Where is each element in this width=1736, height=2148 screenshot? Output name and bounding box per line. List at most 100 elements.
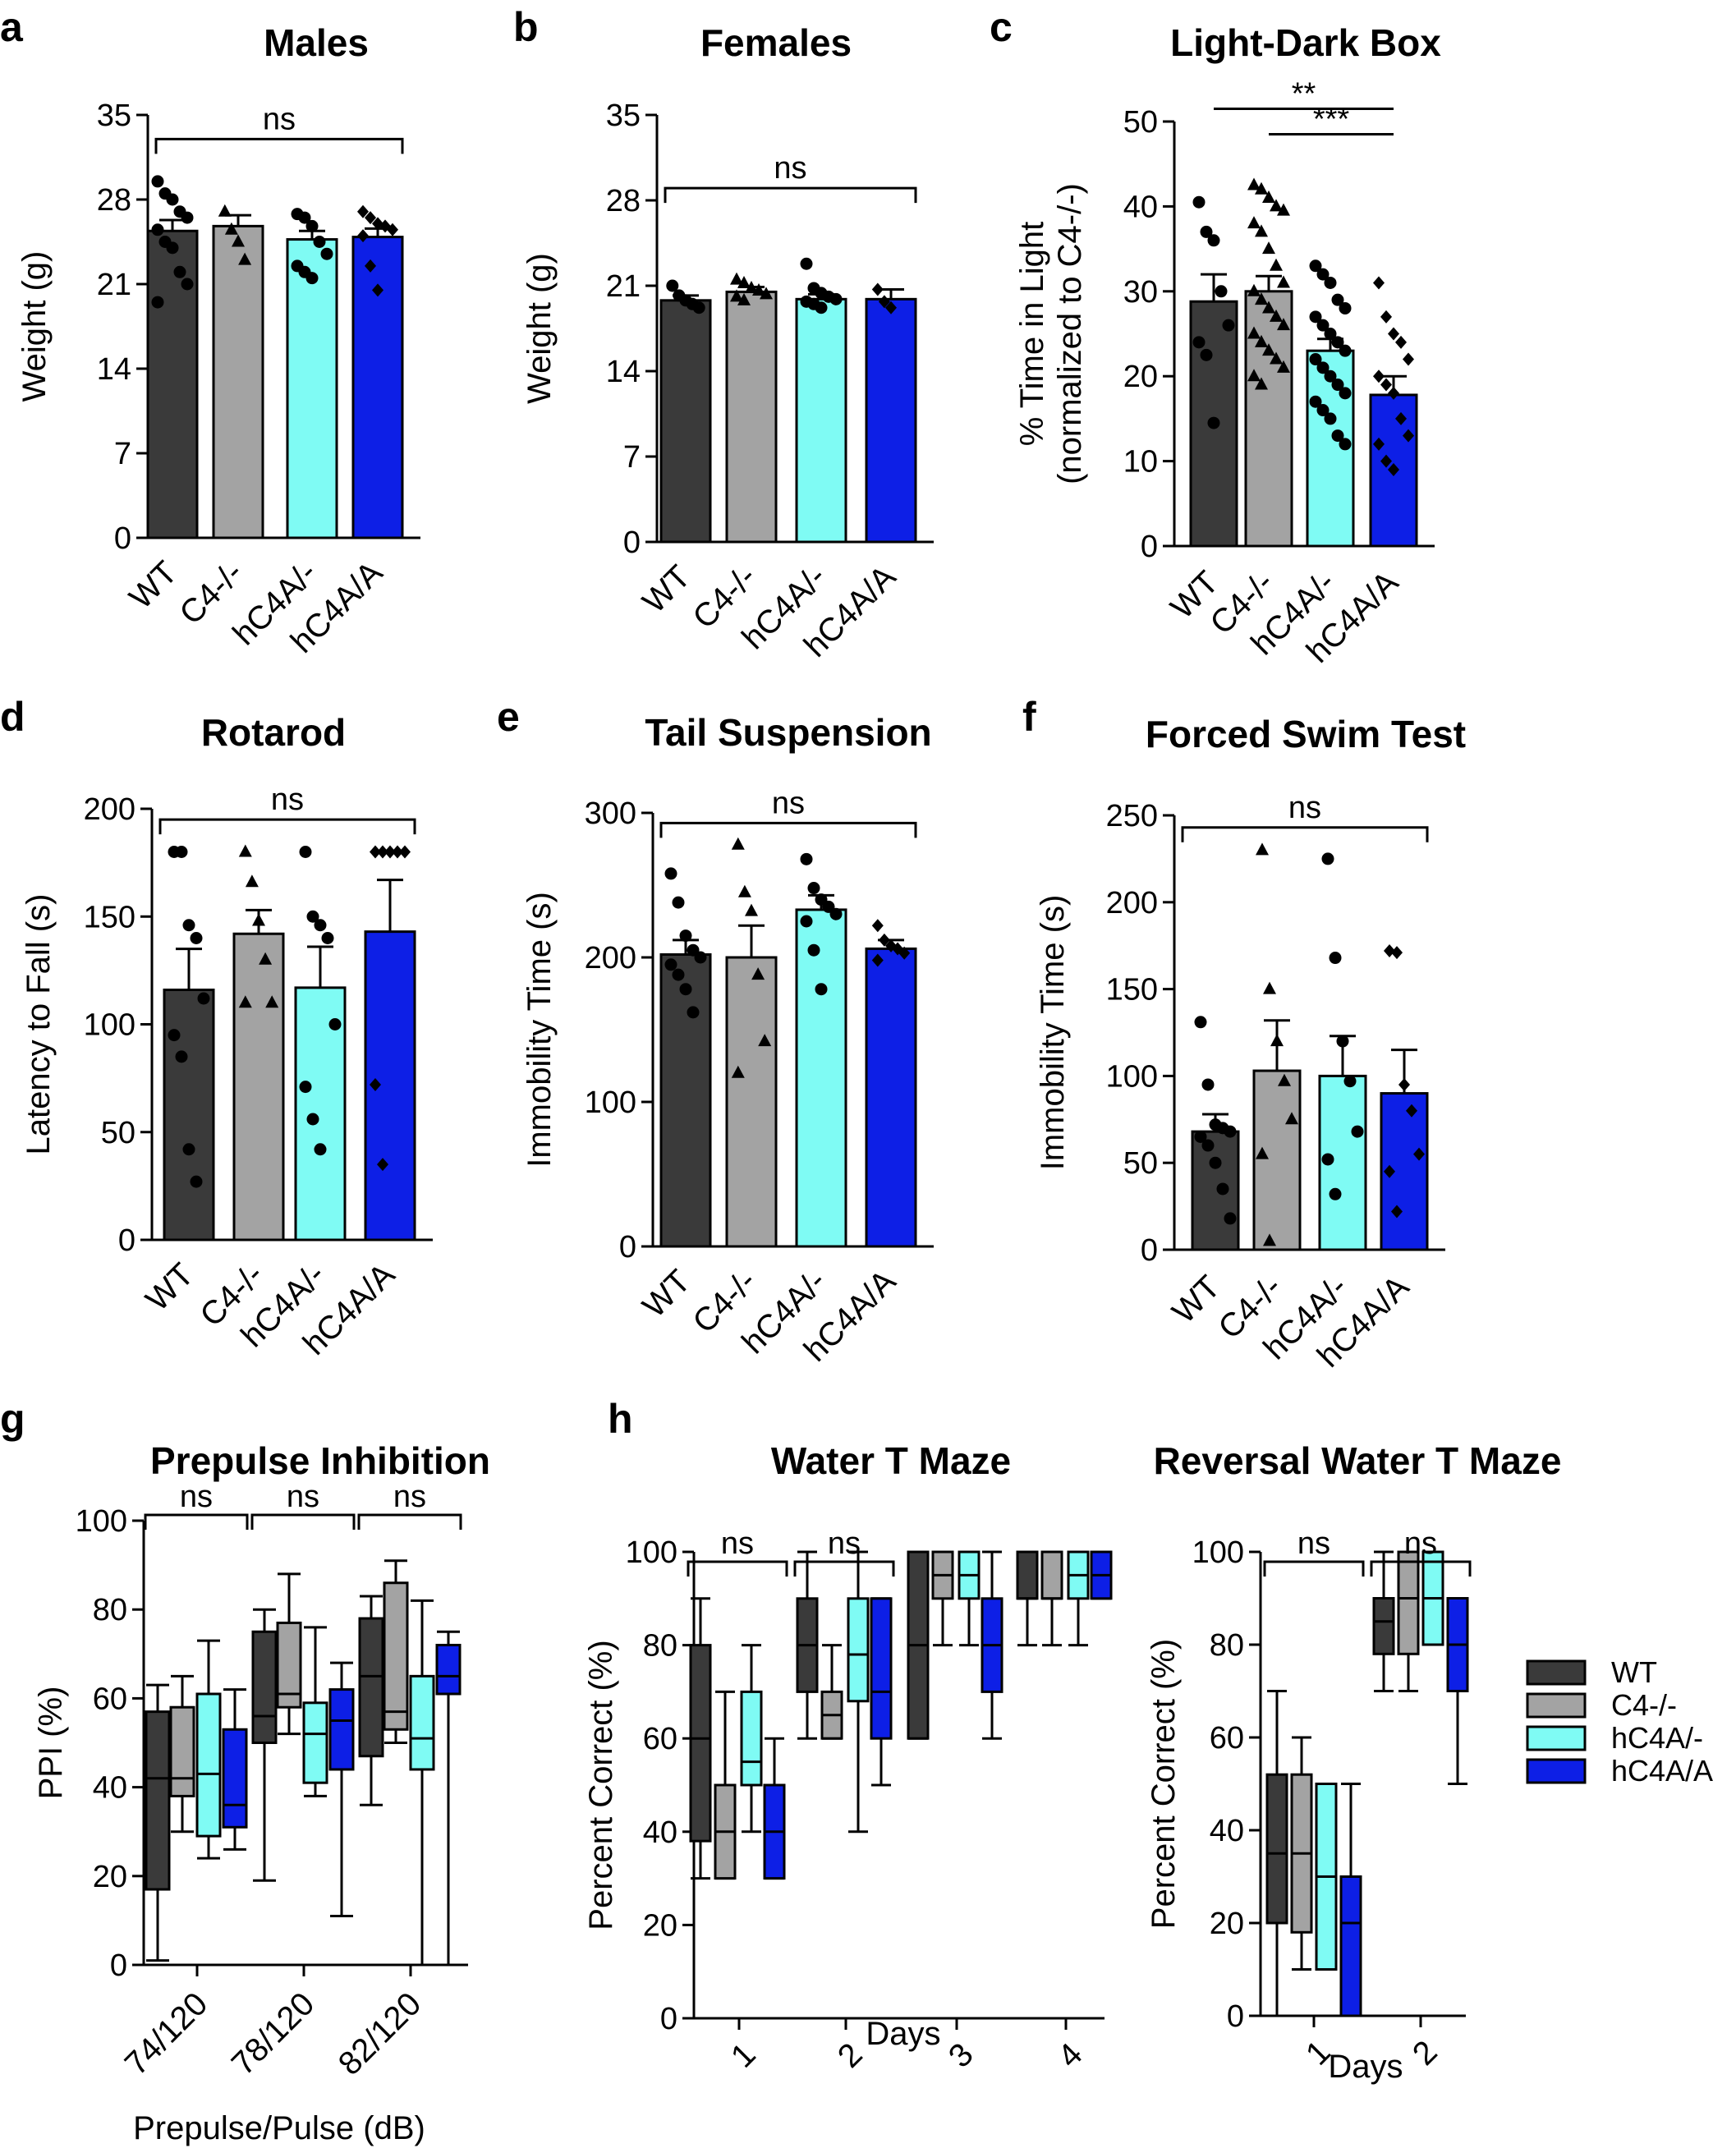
data-point: [357, 229, 369, 243]
data-point: [1201, 1078, 1215, 1091]
x-category-label: 74/120: [118, 1985, 215, 2082]
data-point: [1247, 177, 1261, 190]
data-point: [815, 983, 828, 996]
data-point: [1391, 946, 1403, 960]
legend-label: hC4A/A: [1611, 1754, 1713, 1788]
data-point: [1329, 1187, 1342, 1200]
data-point: [1373, 276, 1385, 290]
y-tick-label: 60: [643, 1722, 677, 1756]
data-point: [151, 296, 164, 309]
data-point: [298, 211, 311, 224]
data-point: [1395, 335, 1407, 349]
data-point: [1395, 411, 1407, 425]
bar-wt: [1191, 1130, 1240, 1251]
data-point: [399, 845, 411, 859]
box-hc4a: [195, 1692, 222, 1838]
data-point: [1324, 276, 1337, 289]
y-tick-label: 60: [93, 1682, 127, 1716]
data-point: [878, 933, 890, 947]
y-tick-label: 50: [1123, 1146, 1158, 1181]
y-tick-label: 28: [97, 183, 131, 218]
data-point: [829, 292, 843, 305]
y-tick-label: 80: [1210, 1628, 1244, 1663]
data-point: [1339, 344, 1352, 357]
y-axis-label: Weight (g): [16, 251, 53, 402]
significance-label: ns: [263, 102, 296, 136]
bar-wt: [163, 989, 215, 1242]
data-point: [314, 1143, 327, 1156]
y-axis-label: % Time in Light: [1014, 222, 1050, 446]
legend-label: C4-/-: [1611, 1688, 1677, 1722]
data-point: [737, 276, 751, 289]
y-axis-label: Percent Correct (%): [583, 1640, 619, 1930]
data-point: [731, 1065, 745, 1078]
bar-hc4aa: [865, 947, 917, 1248]
data-point: [384, 845, 396, 859]
y-tick-label: 150: [84, 900, 135, 934]
data-point: [1247, 369, 1261, 382]
y-tick-label: 21: [97, 268, 131, 302]
data-point: [1321, 1153, 1334, 1166]
panel-g: g Prepulse Inhibition 0 20 40 60 80 100 PPI (%) 7…: [0, 1396, 490, 2146]
legend-swatch: [1526, 1692, 1587, 1719]
data-point: [1331, 429, 1344, 443]
data-point: [666, 279, 679, 292]
y-tick-label: 100: [84, 1008, 135, 1043]
data-point: [313, 236, 326, 248]
box-hc4aa: [1339, 1875, 1362, 2017]
panel-letter: h: [608, 1396, 633, 1442]
data-point: [1324, 369, 1337, 383]
data-point: [679, 929, 692, 943]
significance-bracket: [158, 818, 416, 835]
data-point: [1200, 348, 1213, 361]
legend-label: WT: [1611, 1655, 1657, 1689]
panel-letter: e: [497, 694, 520, 740]
data-point: [694, 951, 707, 964]
legend-swatch: [1526, 1725, 1587, 1751]
x-category-label: 1: [724, 2036, 763, 2075]
data-point: [1388, 462, 1399, 476]
panel-title: Water T Maze: [771, 1439, 1011, 1482]
data-point: [1331, 293, 1344, 306]
y-tick-label: 80: [93, 1593, 127, 1627]
y-tick-label: 35: [97, 99, 131, 133]
data-point: [1247, 326, 1261, 339]
data-point: [751, 967, 765, 980]
bar-wt: [659, 952, 712, 1248]
data-point: [1403, 352, 1414, 366]
data-point: [218, 204, 232, 217]
y-tick-label: 20: [1210, 1907, 1244, 1941]
bar-c4: [725, 290, 778, 544]
data-point: [305, 219, 319, 232]
box-wt: [689, 1644, 712, 1843]
data-point: [168, 1029, 181, 1042]
data-point: [1270, 309, 1283, 322]
data-point: [664, 958, 677, 971]
box-hc4aa: [328, 1688, 355, 1771]
data-point: [1324, 328, 1337, 340]
data-point: [181, 278, 194, 291]
data-point: [1255, 292, 1268, 305]
significance-bracket: [659, 821, 917, 838]
y-tick-label: 50: [1123, 105, 1158, 140]
box-hc4aa: [222, 1728, 248, 1829]
data-point: [1255, 377, 1268, 390]
panel-e: e Tail Suspension 0 100 200 300 Immobility Tim…: [497, 694, 934, 1369]
y-tick-label: 0: [660, 2002, 677, 2036]
data-point: [365, 211, 376, 225]
data-point: [377, 1158, 388, 1172]
significance-label: ns: [772, 786, 805, 820]
data-point: [1331, 336, 1344, 349]
panel-f: f Forced Swim Test 0 50 100 150 200 250 Immobili…: [1022, 694, 1466, 1375]
legend-swatch: [1526, 1758, 1587, 1784]
data-point: [314, 919, 327, 932]
y-tick-label: 40: [1210, 1814, 1244, 1848]
data-point: [357, 204, 369, 218]
y-tick-label: 7: [114, 437, 131, 471]
y-tick-label: 0: [1227, 1999, 1244, 2034]
data-point: [370, 845, 381, 859]
significance-bracket: [1370, 1560, 1472, 1577]
data-point: [151, 175, 164, 188]
data-point: [800, 915, 813, 928]
